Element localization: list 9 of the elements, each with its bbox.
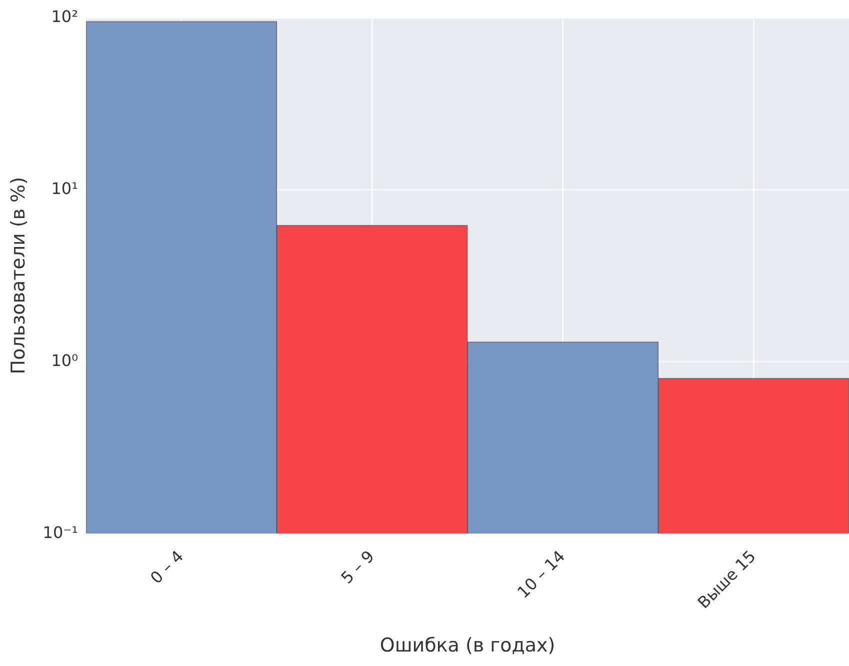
x-tick-label: 0 – 4 xyxy=(146,546,188,588)
y-axis-title: Пользователи (в %) xyxy=(7,176,30,374)
x-tick-label: 10 – 14 xyxy=(514,546,569,602)
y-tick-label: 10⁰ xyxy=(51,350,78,370)
y-tick-label: 10⁻¹ xyxy=(42,522,78,542)
x-axis-title: Ошибка (в годах) xyxy=(380,634,556,657)
y-tick-label: 10¹ xyxy=(51,178,78,198)
y-tick-label: 10² xyxy=(51,6,78,26)
x-tick-label: 5 – 9 xyxy=(337,546,378,588)
